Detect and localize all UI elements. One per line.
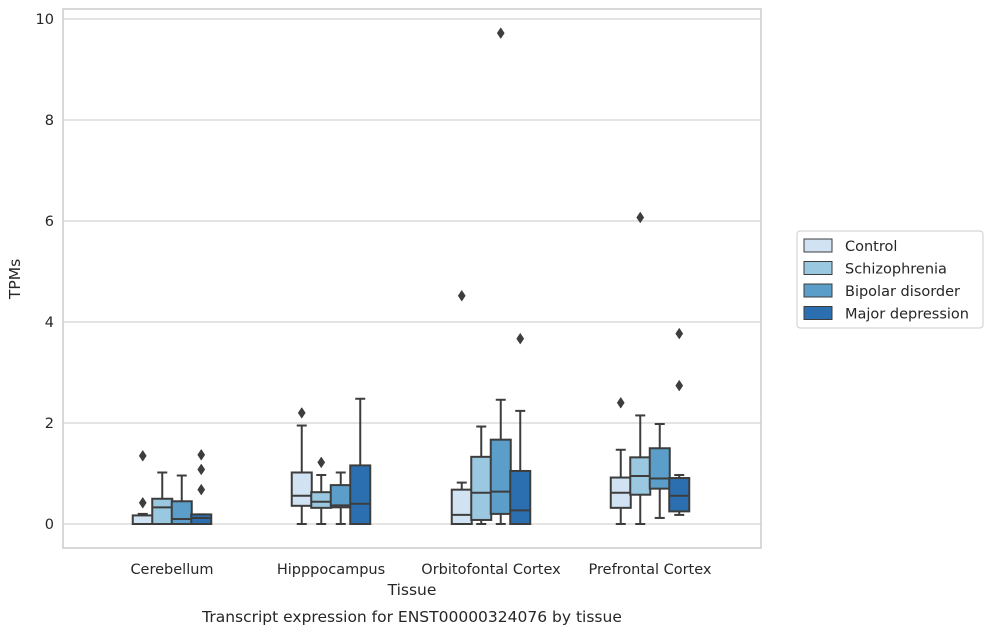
x-tick-label: Hipppocampus <box>277 562 385 578</box>
box-body <box>310 491 333 509</box>
box-plots <box>131 27 691 526</box>
legend-swatch <box>803 261 833 275</box>
outlier-point <box>197 483 206 496</box>
x-tick-labels: Cerebellum Hipppocampus Orbitofontal Corte… <box>130 562 711 578</box>
x-tick-label: Orbitofontal Cortex <box>421 562 561 578</box>
box-major-depression <box>349 397 372 526</box>
outlier-point <box>496 27 505 39</box>
box-control <box>609 396 632 525</box>
box-bipolar-disorder <box>648 423 671 519</box>
box-schizophrenia <box>629 211 652 525</box>
x-tick-label: Prefrontal Cortex <box>589 562 712 578</box>
box-body <box>170 500 193 525</box>
legend: Control Schizophrenia Bipolar disorder Majo… <box>796 230 984 329</box>
box-body <box>668 477 691 513</box>
legend-label: Major depression <box>845 307 969 323</box>
outlier-point <box>197 463 206 476</box>
x-axis-label: Tissue <box>387 581 437 599</box>
box-schizophrenia <box>310 456 333 525</box>
box-schizophrenia <box>470 425 493 525</box>
box-body <box>648 447 671 490</box>
legend-frame <box>796 230 984 329</box>
box-body <box>329 484 352 509</box>
legend-swatch <box>803 283 833 298</box>
box-body <box>489 438 512 515</box>
legend-item: Bipolar disorder <box>803 283 960 300</box>
box-major-depression <box>190 448 213 526</box>
box-body <box>450 488 473 526</box>
outlier-point <box>138 449 147 462</box>
outlier-point <box>297 407 306 419</box>
box-control <box>290 407 313 525</box>
box-body <box>349 464 372 526</box>
legend-item: Control <box>803 238 897 255</box>
outlier-point <box>516 332 525 345</box>
box-body <box>151 497 174 525</box>
y-tick-label: 4 <box>45 315 54 331</box>
legend-item: Major depression <box>803 306 969 323</box>
box-body <box>509 469 532 526</box>
box-control <box>131 449 154 525</box>
box-bipolar-disorder <box>170 474 193 525</box>
outlier-point <box>675 379 684 392</box>
outlier-point <box>675 327 684 340</box>
legend-label: Schizophrenia <box>845 262 947 278</box>
box-major-depression <box>668 327 691 516</box>
box-schizophrenia <box>151 471 174 525</box>
legend-items: Control Schizophrenia Bipolar disorder Majo… <box>803 238 969 323</box>
x-tick-label: Cerebellum <box>130 562 213 578</box>
legend-swatch <box>803 238 833 253</box>
y-tick-label: 10 <box>36 12 54 28</box>
y-axis-label: TPMs <box>6 259 24 300</box>
box-bipolar-disorder <box>489 27 512 525</box>
box-body <box>470 455 493 521</box>
y-tick-labels: 0 2 4 6 8 10 <box>36 12 54 533</box>
y-tick-label: 0 <box>45 517 54 533</box>
legend-item: Schizophrenia <box>803 261 947 278</box>
legend-swatch <box>803 306 833 320</box>
box-body <box>190 513 213 526</box>
plot-frame <box>62 8 762 549</box>
box-body <box>131 514 154 525</box>
outlier-point <box>138 496 147 509</box>
box-bipolar-disorder <box>329 471 352 525</box>
legend-label: Control <box>845 239 897 255</box>
outlier-point <box>457 289 466 302</box>
legend-label: Bipolar disorder <box>845 284 960 300</box>
box-control <box>450 289 473 526</box>
y-tick-label: 8 <box>45 113 54 129</box>
outlier-point <box>317 456 326 469</box>
outlier-point <box>197 448 206 461</box>
y-tick-label: 6 <box>45 214 54 230</box>
y-tick-label: 2 <box>45 416 54 432</box>
box-major-depression <box>509 332 532 526</box>
box-body <box>290 471 313 507</box>
outlier-point <box>636 211 645 224</box>
chart-caption: Transcript expression for ENST0000032407… <box>201 608 622 626</box>
outlier-point <box>616 396 625 409</box>
